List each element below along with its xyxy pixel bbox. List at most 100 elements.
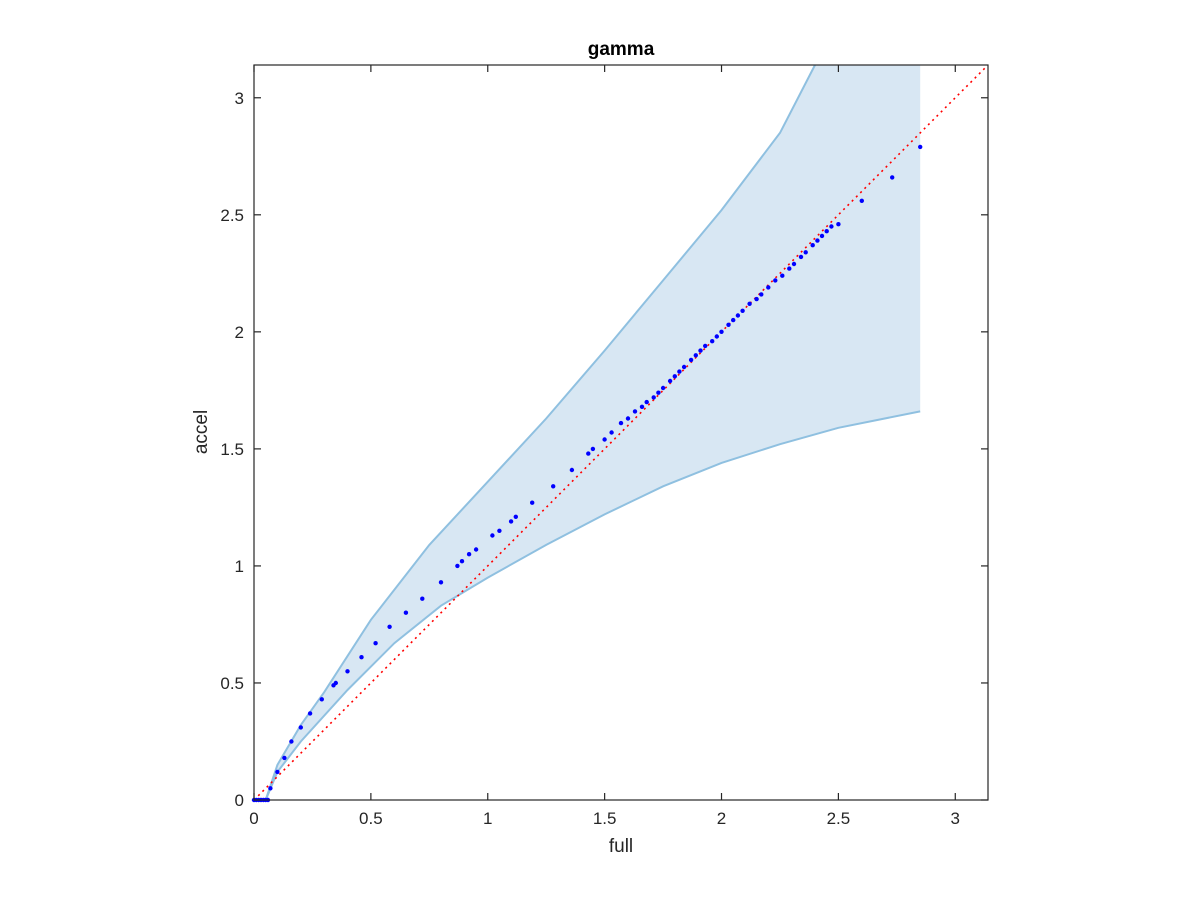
data-point bbox=[333, 680, 338, 686]
data-point bbox=[420, 596, 425, 601]
data-point bbox=[815, 238, 820, 243]
chart-title: gamma bbox=[588, 39, 655, 60]
data-point bbox=[677, 369, 682, 374]
band-lower-edge bbox=[264, 410, 921, 801]
data-point bbox=[275, 769, 280, 775]
data-point bbox=[490, 533, 495, 538]
data-point bbox=[759, 292, 764, 297]
data-point bbox=[459, 559, 465, 564]
y-tick-label: 1 bbox=[235, 557, 244, 576]
data-point bbox=[698, 348, 703, 353]
data-point bbox=[656, 390, 661, 395]
data-point bbox=[455, 563, 460, 569]
data-point bbox=[688, 357, 694, 363]
data-point bbox=[345, 669, 350, 674]
data-point bbox=[618, 420, 624, 426]
band-layer bbox=[264, 64, 921, 801]
x-tick-label: 0 bbox=[249, 809, 258, 828]
x-axis-label: full bbox=[609, 836, 633, 857]
data-point bbox=[530, 500, 535, 505]
data-point bbox=[298, 725, 303, 730]
reference-line bbox=[253, 64, 989, 801]
data-point bbox=[513, 514, 518, 519]
data-point bbox=[803, 250, 808, 255]
y-tick-label: 3 bbox=[235, 89, 244, 108]
axes-layer bbox=[253, 64, 989, 801]
data-point bbox=[754, 296, 759, 302]
x-tick-label: 1 bbox=[483, 809, 492, 828]
data-point bbox=[569, 467, 575, 473]
data-point bbox=[703, 343, 708, 349]
y-tick-label: 2.5 bbox=[220, 206, 244, 225]
data-point bbox=[403, 610, 409, 615]
data-point bbox=[766, 285, 771, 290]
data-point bbox=[609, 430, 614, 435]
data-point bbox=[497, 528, 502, 533]
x-tick-label: 2.5 bbox=[827, 809, 851, 828]
data-point bbox=[586, 451, 591, 456]
data-point bbox=[438, 580, 444, 585]
y-axis-label: accel bbox=[191, 410, 212, 454]
data-point bbox=[710, 339, 715, 344]
data-point bbox=[798, 254, 804, 260]
data-point bbox=[735, 313, 741, 318]
data-point bbox=[719, 329, 724, 334]
y-tick-label: 1.5 bbox=[220, 440, 244, 459]
data-point bbox=[625, 416, 631, 421]
data-point bbox=[672, 374, 677, 379]
data-point bbox=[714, 334, 719, 339]
data-point bbox=[632, 409, 638, 414]
data-point bbox=[639, 404, 645, 409]
data-point bbox=[773, 278, 778, 283]
data-point bbox=[824, 229, 829, 234]
x-tick-label: 1.5 bbox=[593, 809, 617, 828]
data-point bbox=[681, 364, 687, 370]
axes-box bbox=[253, 64, 989, 801]
y-tick-label: 0.5 bbox=[220, 674, 244, 693]
data-point bbox=[791, 261, 797, 267]
points-layer bbox=[251, 144, 923, 803]
data-point bbox=[551, 484, 556, 489]
data-point bbox=[508, 519, 514, 524]
data-point bbox=[787, 266, 792, 271]
data-point bbox=[289, 739, 294, 744]
reference-line-layer bbox=[253, 64, 989, 801]
data-point bbox=[731, 317, 736, 323]
data-point bbox=[651, 395, 656, 400]
data-point bbox=[819, 233, 825, 239]
y-tick-layer: 0 0.5 1 1.5 2 2.5 3 bbox=[220, 89, 988, 810]
data-point bbox=[319, 697, 324, 702]
data-point bbox=[810, 243, 815, 248]
data-point bbox=[473, 547, 479, 552]
data-point bbox=[602, 437, 607, 442]
y-tick-label: 0 bbox=[235, 791, 244, 810]
band-upper-edge bbox=[264, 64, 816, 801]
data-point bbox=[466, 552, 472, 557]
x-tick-layer: 0 0.5 1 1.5 2 2.5 3 bbox=[249, 65, 960, 828]
y-tick-label: 2 bbox=[235, 323, 244, 342]
data-point bbox=[667, 378, 673, 384]
x-tick-label: 0.5 bbox=[359, 809, 383, 828]
data-point bbox=[726, 322, 731, 327]
data-point bbox=[859, 198, 864, 203]
x-tick-label: 2 bbox=[717, 809, 726, 828]
data-point bbox=[780, 273, 785, 278]
data-point bbox=[829, 224, 834, 229]
data-point bbox=[282, 755, 287, 761]
data-point bbox=[359, 655, 364, 660]
data-point bbox=[918, 144, 923, 150]
data-point bbox=[268, 786, 273, 791]
data-point bbox=[740, 308, 745, 313]
data-point bbox=[590, 446, 596, 452]
data-point bbox=[693, 353, 698, 358]
x-tick-label: 3 bbox=[951, 809, 960, 828]
confidence-band bbox=[265, 65, 921, 800]
data-point bbox=[747, 301, 752, 306]
data-point bbox=[373, 641, 378, 646]
data-point bbox=[644, 399, 649, 405]
data-point bbox=[660, 385, 666, 391]
data-point bbox=[387, 624, 392, 629]
data-point bbox=[890, 175, 895, 180]
